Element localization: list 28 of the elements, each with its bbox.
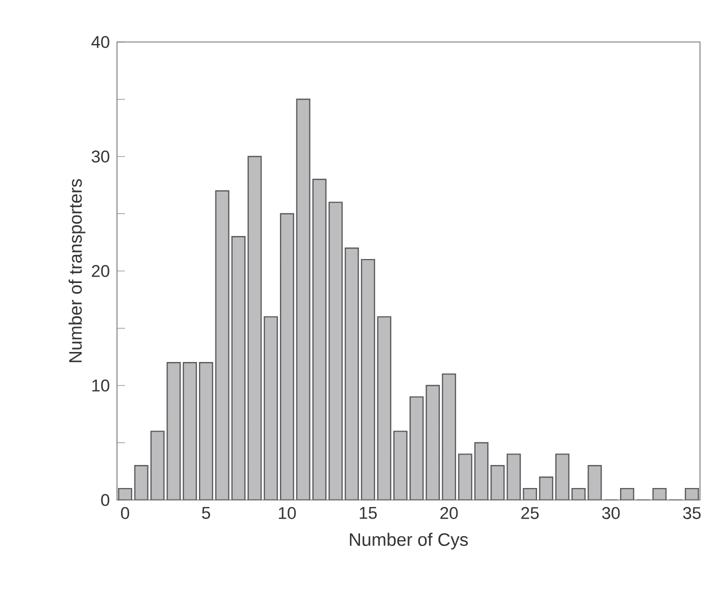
y-tick-label: 0 xyxy=(101,494,110,506)
x-tick-label: 5 xyxy=(202,507,210,519)
y-tick-label: 40 xyxy=(91,36,110,48)
x-tick-label: 25 xyxy=(521,507,539,520)
x-axis-title: Number of Cys xyxy=(350,532,468,550)
bar xyxy=(328,202,343,500)
bar xyxy=(442,373,456,500)
x-tick-label: 20 xyxy=(440,507,458,520)
y-axis-title: Number of transporters xyxy=(68,179,86,362)
bar xyxy=(393,430,408,500)
y-tick-label: 30 xyxy=(92,150,110,162)
bar xyxy=(231,236,246,500)
x-tick-label: 35 xyxy=(683,507,701,520)
x-tick-label: 0 xyxy=(121,507,130,520)
x-tick-label: 10 xyxy=(278,507,296,520)
bar xyxy=(360,258,376,500)
bar xyxy=(150,430,165,500)
bar xyxy=(182,362,197,500)
x-tick-label: 30 xyxy=(602,507,620,520)
x-tick-label: 15 xyxy=(360,507,377,519)
bar xyxy=(490,465,505,500)
bar xyxy=(198,362,214,500)
y-tick-label: 20 xyxy=(92,264,110,278)
y-tick-label: 10 xyxy=(92,379,110,392)
bar xyxy=(312,178,327,500)
bar xyxy=(410,396,424,500)
bar xyxy=(280,213,294,500)
bar xyxy=(474,442,488,500)
